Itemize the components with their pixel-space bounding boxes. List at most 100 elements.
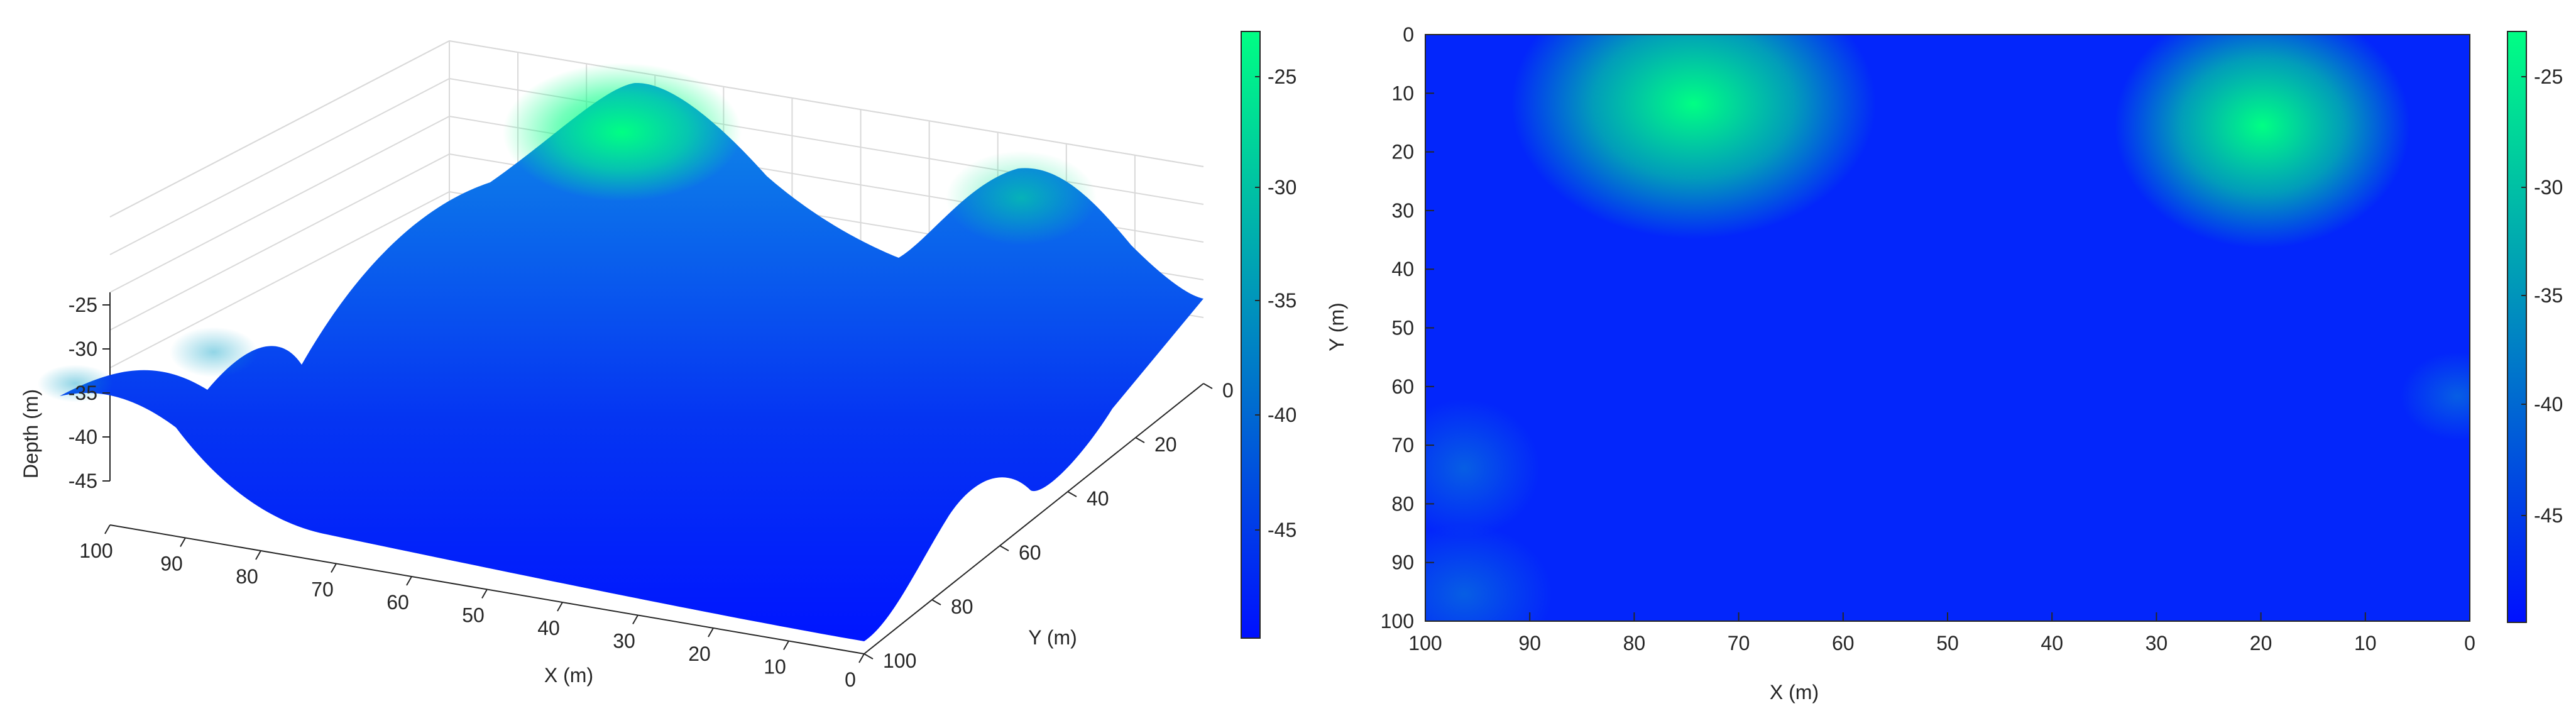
y-axis-label: Y (m) xyxy=(1028,626,1077,649)
x-tick-mark xyxy=(557,602,563,612)
y-tick-label: 40 xyxy=(1087,487,1109,510)
colorbar-right: -25 -30 -35 -40 -45 xyxy=(2507,31,2563,623)
x-tick-label: 0 xyxy=(845,668,856,691)
y-tick-mark xyxy=(931,599,941,605)
x-tick-mark xyxy=(708,627,714,637)
y-tick-label: 80 xyxy=(951,595,973,618)
heatmap-y-tick-label: 10 xyxy=(1391,82,1414,104)
x-tick-label: 70 xyxy=(311,578,334,601)
heatmap-y-tick-label: 90 xyxy=(1391,551,1414,574)
heatmap-x-tick-label: 90 xyxy=(1518,632,1541,654)
x-tick-label: 20 xyxy=(688,643,711,665)
z-tick-label: -35 xyxy=(69,382,97,404)
heatmap-y-tick-label: 60 xyxy=(1391,375,1414,398)
colorbar-left-tick-label: -40 xyxy=(1268,404,1296,426)
heat-blob-left-low xyxy=(1425,525,1552,621)
y-tick-mark xyxy=(1067,491,1077,497)
depth-surface xyxy=(38,63,1203,642)
colorbar-right-tick-label: -30 xyxy=(2534,176,2563,199)
heatmap-x-tick-label: 80 xyxy=(1623,632,1646,654)
colorbar-left-tick-label: -35 xyxy=(1268,289,1296,312)
x-tick-mark xyxy=(406,576,412,586)
peak-highlight-3 xyxy=(170,327,258,377)
grid-line xyxy=(109,116,450,293)
colorbar-left-ticks: -25 -30 -35 -40 -45 xyxy=(1255,65,1296,541)
heatmap-panel: 100 90 80 70 60 50 40 30 20 10 0010203040506070809… xyxy=(1325,23,2563,704)
y-tick-label: 20 xyxy=(1154,433,1177,456)
heatmap-x-tick-label: 10 xyxy=(2354,632,2377,654)
grid-line xyxy=(109,191,450,368)
z-tick-label: -25 xyxy=(69,294,97,316)
surface-plot-panel: 1009080706050403020100020406080100-25-30… xyxy=(19,31,1296,691)
heatmap-y-tick-label: 100 xyxy=(1381,610,1414,632)
x-tick-mark xyxy=(481,589,488,599)
x-tick-mark xyxy=(331,563,337,573)
heatmap-x-tick-label: 0 xyxy=(2464,632,2475,654)
z-tick-label: -45 xyxy=(69,470,97,492)
colorbar-right-tick-label: -45 xyxy=(2534,504,2563,527)
grid-line xyxy=(109,40,450,218)
x-tick-mark xyxy=(255,550,261,560)
x-tick-label: 60 xyxy=(386,591,409,614)
y-tick-mark xyxy=(1135,437,1145,443)
heatmap-x-tick-label: 100 xyxy=(1408,632,1442,654)
heatmap-x-axis-label: X (m) xyxy=(1770,681,1819,704)
heatmap-y-tick-label: 50 xyxy=(1391,317,1414,339)
heatmap-y-axis-label: Y (m) xyxy=(1325,302,1348,351)
colorbar-left-tick-label: -25 xyxy=(1268,65,1296,88)
heatmap-x-tick-label: 40 xyxy=(2041,632,2063,654)
heatmap-x-tick-label: 20 xyxy=(2250,632,2272,654)
heatmap-y-tick-label: 20 xyxy=(1391,141,1414,163)
y-tick-label: 0 xyxy=(1222,379,1234,402)
heatmap-y-tick-label: 30 xyxy=(1391,199,1414,222)
colorbar-right-ticks: -25 -30 -35 -40 -45 xyxy=(2521,65,2563,527)
x-tick-label: 30 xyxy=(613,630,635,653)
x-tick-mark xyxy=(104,524,111,534)
peak-highlight-1 xyxy=(503,63,742,201)
colorbar-right-tick-label: -40 xyxy=(2534,393,2563,416)
grid-line xyxy=(109,78,450,255)
y-tick-mark xyxy=(1203,383,1213,389)
heatmap-x-tick-label: 50 xyxy=(1936,632,1959,654)
x-tick-label: 50 xyxy=(462,604,485,627)
z-axis-label: Depth (m) xyxy=(19,389,42,478)
colorbar-left-tick-label: -45 xyxy=(1268,519,1296,541)
colorbar-left-tick-label: -30 xyxy=(1268,176,1296,199)
heat-blob-upper-right xyxy=(2115,35,2410,248)
heat-blob-right-mid xyxy=(2401,352,2470,440)
colorbar-left: -25 -30 -35 -40 -45 xyxy=(1241,31,1296,639)
heatmap-x-tick-label: 30 xyxy=(2146,632,2168,654)
x-axis-label: X (m) xyxy=(544,664,593,687)
heatmap-x-tick-label: 60 xyxy=(1832,632,1855,654)
heatmap-y-tick-label: 0 xyxy=(1403,23,1414,46)
surface-body xyxy=(60,82,1203,642)
z-tick-label: -30 xyxy=(69,338,97,360)
y-tick-mark xyxy=(999,545,1009,551)
heat-blob-left-mid xyxy=(1425,399,1540,538)
z-tick-label: -40 xyxy=(69,426,97,448)
y-tick-label: 60 xyxy=(1019,541,1041,564)
tick-labels-2d: 100 90 80 70 60 50 40 30 20 10 0010203040506070809… xyxy=(1381,23,2475,654)
colorbar-right-tick-label: -25 xyxy=(2534,65,2563,88)
x-tick-mark xyxy=(180,538,186,547)
tick-labels-3d: 1009080706050403020100020406080100-25-30… xyxy=(69,294,1234,691)
grid-line xyxy=(109,153,450,331)
heatmap-image xyxy=(1425,35,2470,621)
colorbar-right-gradient xyxy=(2507,31,2527,623)
heatmap-x-tick-label: 70 xyxy=(1728,632,1750,654)
y-tick-label: 100 xyxy=(883,649,916,672)
peak-highlight-4 xyxy=(38,365,113,402)
heatmap-y-tick-label: 80 xyxy=(1391,492,1414,515)
grid-line xyxy=(449,40,1204,167)
x-tick-label: 40 xyxy=(537,617,560,639)
heatmap-y-tick-label: 70 xyxy=(1391,434,1414,456)
x-tick-label: 80 xyxy=(236,565,258,588)
x-tick-label: 100 xyxy=(79,539,112,562)
y-tick-mark xyxy=(863,653,874,660)
colorbar-right-tick-label: -35 xyxy=(2534,284,2563,307)
heat-blob-upper-left xyxy=(1511,35,1876,239)
x-tick-mark xyxy=(858,653,865,663)
x-tick-mark xyxy=(632,615,639,624)
peak-highlight-2 xyxy=(946,151,1097,245)
